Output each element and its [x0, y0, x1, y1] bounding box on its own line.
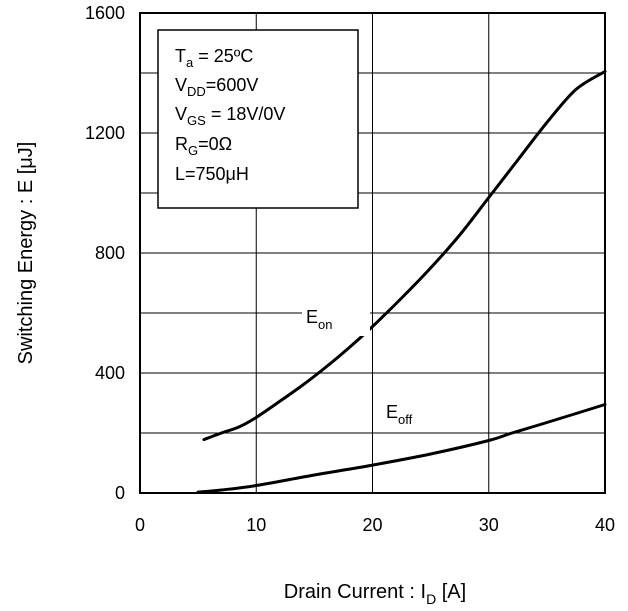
condition-ta: Ta = 25ºC — [175, 46, 253, 70]
x-tick-label: 0 — [135, 515, 145, 535]
y-tick-label: 1600 — [85, 3, 125, 23]
series-line-eoff — [196, 403, 607, 494]
series-line-eon — [202, 70, 607, 442]
condition-vgs: VGS = 18V/0V — [175, 104, 285, 128]
curve-label-eon-bg — [302, 302, 370, 336]
y-tick-label: 400 — [95, 363, 125, 383]
conditions-box-frame — [157, 29, 359, 209]
curves — [196, 70, 607, 494]
x-tick-label: 10 — [246, 515, 266, 535]
y-tick-label: 1200 — [85, 123, 125, 143]
condition-rg: RG=0Ω — [175, 134, 232, 158]
curve-label-eon: Eon — [306, 307, 332, 332]
conditions-box: Ta = 25ºC VDD=600V VGS = 18V/0V RG=0Ω L=… — [157, 29, 359, 209]
plot-frame — [139, 12, 606, 494]
curve-label-eon-group: Eon — [302, 302, 370, 336]
condition-vdd: VDD=600V — [175, 75, 258, 99]
x-tick-label: 20 — [362, 515, 382, 535]
x-axis-title: Drain Current : ID [A] — [284, 581, 466, 607]
x-tick-label: 30 — [479, 515, 499, 535]
y-axis-title: Switching Energy : E [μJ] — [15, 142, 37, 365]
condition-l: L=750μH — [175, 164, 249, 184]
y-tick-label: 0 — [115, 483, 125, 503]
y-tick-label: 800 — [95, 243, 125, 263]
x-tick-label: 40 — [595, 515, 615, 535]
curve-label-eoff: Eoff — [386, 402, 413, 427]
